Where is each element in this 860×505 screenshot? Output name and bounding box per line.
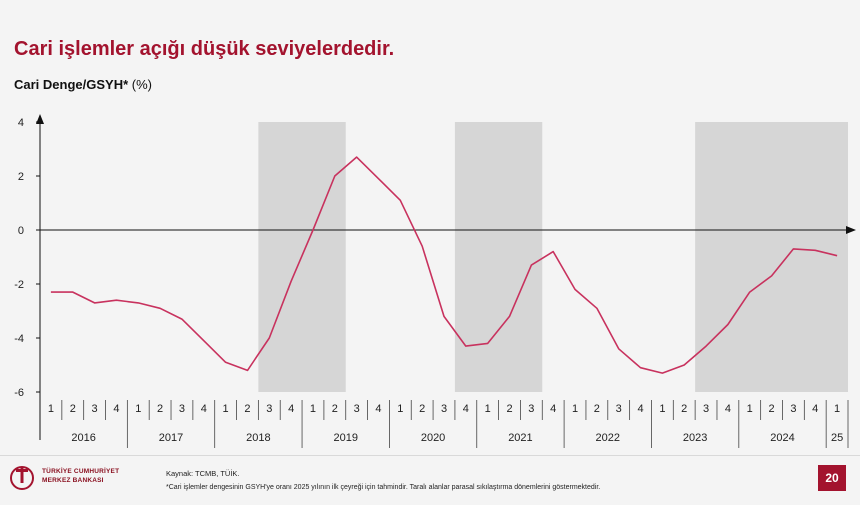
x-quarter-label: 2 bbox=[769, 403, 775, 415]
x-quarter-label: 4 bbox=[113, 403, 119, 415]
shaded-period-2 bbox=[454, 122, 543, 392]
x-year-label: 2023 bbox=[683, 432, 707, 444]
x-quarter-label: 3 bbox=[179, 403, 185, 415]
x-quarter-label: 4 bbox=[288, 403, 294, 415]
x-quarter-label: 4 bbox=[550, 403, 556, 415]
x-quarter-label: 4 bbox=[375, 403, 381, 415]
series-line bbox=[50, 156, 838, 374]
x-quarter-label: 1 bbox=[397, 403, 403, 415]
x-year-label: 2021 bbox=[508, 432, 532, 444]
x-quarter-label: 3 bbox=[441, 403, 447, 415]
chart-subtitle: Cari Denge/GSYH* (%) bbox=[14, 77, 152, 92]
x-year-label: 2020 bbox=[421, 432, 445, 444]
x-year-label: 2019 bbox=[333, 432, 357, 444]
logo-line-1: TÜRKİYE CUMHURİYET bbox=[42, 468, 120, 475]
x-axis-labels: 1 2 3 4 1 2 3 4 1 2 3 4 1 2 3 4 1 2 3 4 1 2 3 4 1 2 3 4 1 2 3 4 1 2 3 4 1 201… bbox=[48, 400, 849, 448]
footer-divider bbox=[0, 455, 860, 456]
x-quarter-label: 2 bbox=[506, 403, 512, 415]
x-quarter-label: 2 bbox=[419, 403, 425, 415]
chart-axes bbox=[36, 114, 856, 440]
shaded-period-3 bbox=[695, 122, 848, 392]
x-quarter-label: 2 bbox=[332, 403, 338, 415]
y-tick-label: 0 bbox=[18, 225, 24, 237]
x-year-label: 2016 bbox=[71, 432, 95, 444]
shaded-periods bbox=[258, 122, 848, 392]
cbrt-logo: TÜRKİYE CUMHURİYET MERKEZ BANKASI bbox=[8, 463, 138, 495]
logo-text: TÜRKİYE CUMHURİYET MERKEZ BANKASI bbox=[42, 467, 119, 485]
subtitle-text: Cari Denge/GSYH* bbox=[14, 77, 129, 92]
x-quarter-label: 1 bbox=[572, 403, 578, 415]
subtitle-unit: (%) bbox=[131, 77, 152, 92]
chart-canvas: 4 2 0 -2 -4 -6 1 2 3 4 1 2 3 4 1 2 3 4 1 2 3 4 1 2 3 4 1 2 3 4 1 2 3 4 1 2… bbox=[14, 114, 856, 448]
x-year-label: 2017 bbox=[159, 432, 183, 444]
x-year-label: 2022 bbox=[596, 432, 620, 444]
x-year-label: 25 bbox=[831, 432, 843, 444]
x-quarter-label: 4 bbox=[725, 403, 731, 415]
x-quarter-label: 1 bbox=[223, 403, 229, 415]
y-tick-label: -2 bbox=[14, 279, 24, 291]
y-tick-label: 4 bbox=[18, 117, 24, 129]
x-quarter-label: 4 bbox=[463, 403, 469, 415]
x-quarter-label: 3 bbox=[354, 403, 360, 415]
x-year-label: 2024 bbox=[770, 432, 794, 444]
y-tick-label: -6 bbox=[14, 387, 24, 399]
x-quarter-label: 1 bbox=[48, 403, 54, 415]
x-quarter-label: 3 bbox=[790, 403, 796, 415]
x-quarter-label: 4 bbox=[201, 403, 207, 415]
x-quarter-label: 3 bbox=[266, 403, 272, 415]
x-quarter-label: 1 bbox=[834, 403, 840, 415]
x-axis-arrow bbox=[846, 226, 856, 234]
y-tick-labels: 4 2 0 -2 -4 -6 bbox=[14, 117, 24, 399]
x-quarter-label: 3 bbox=[92, 403, 98, 415]
x-quarter-label: 2 bbox=[70, 403, 76, 415]
x-quarter-label: 1 bbox=[747, 403, 753, 415]
x-quarter-label: 2 bbox=[157, 403, 163, 415]
x-quarter-label: 1 bbox=[659, 403, 665, 415]
y-tick-label: -4 bbox=[14, 333, 24, 345]
x-year-label: 2018 bbox=[246, 432, 270, 444]
x-quarter-label: 3 bbox=[703, 403, 709, 415]
x-quarter-label: 3 bbox=[528, 403, 534, 415]
x-quarter-label: 1 bbox=[485, 403, 491, 415]
x-quarter-label: 1 bbox=[135, 403, 141, 415]
cbrt-emblem-icon bbox=[10, 466, 34, 490]
x-quarter-label: 2 bbox=[244, 403, 250, 415]
x-quarter-label: 1 bbox=[310, 403, 316, 415]
y-tick-label: 2 bbox=[18, 171, 24, 183]
x-quarter-label: 3 bbox=[616, 403, 622, 415]
x-quarter-label: 4 bbox=[637, 403, 643, 415]
source-text: Kaynak: TCMB, TÜİK. bbox=[166, 469, 240, 478]
page-title: Cari işlemler açığı düşük seviyelerdedir… bbox=[14, 38, 395, 60]
x-quarter-label: 2 bbox=[594, 403, 600, 415]
logo-line-2: MERKEZ BANKASI bbox=[42, 477, 104, 484]
page-number-badge: 20 bbox=[818, 465, 846, 491]
x-quarter-label: 2 bbox=[681, 403, 687, 415]
footnote-text: *Cari işlemler dengesinin GSYH'ye oranı … bbox=[166, 484, 601, 491]
x-quarter-label: 4 bbox=[812, 403, 818, 415]
